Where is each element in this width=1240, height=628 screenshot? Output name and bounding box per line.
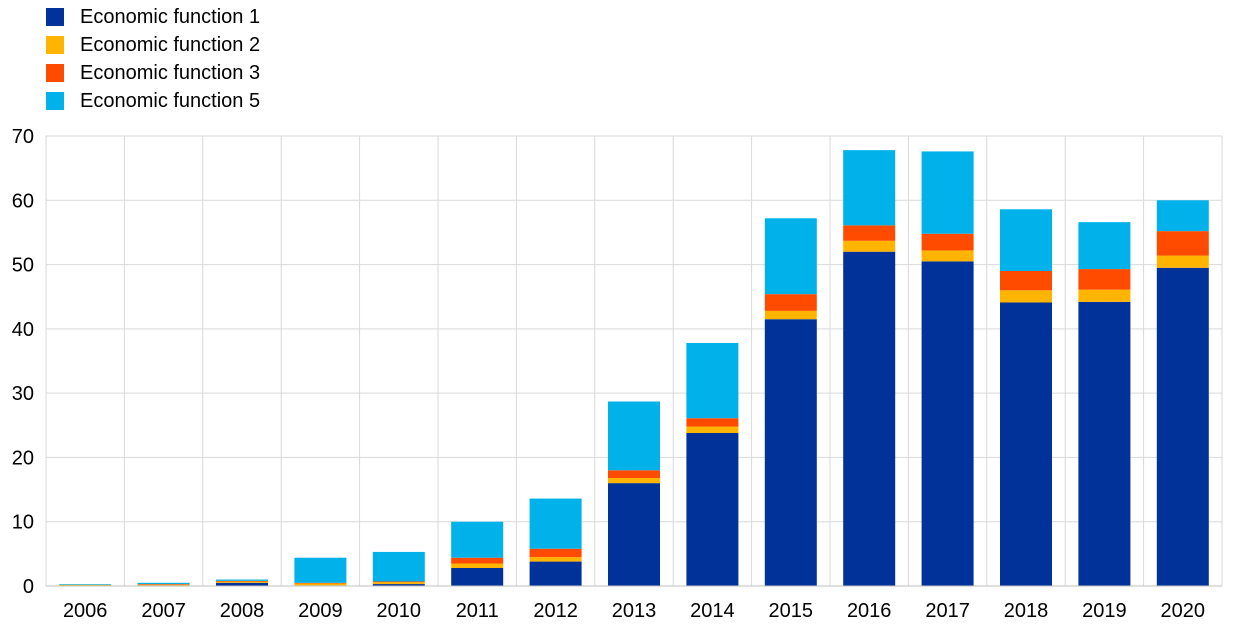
y-tick-label: 10 <box>12 512 34 534</box>
legend-swatch <box>46 36 64 54</box>
bar-economic-function-2-2009 <box>294 583 347 586</box>
bar-economic-function-3-2020 <box>1156 231 1209 256</box>
bar-economic-function-1-2011 <box>451 568 504 586</box>
bar-economic-function-1-2018 <box>1000 302 1052 586</box>
bar-economic-function-2-2019 <box>1078 289 1131 302</box>
bar-economic-function-5-2017 <box>921 151 974 234</box>
bar-economic-function-1-2020 <box>1156 267 1209 586</box>
bar-economic-function-3-2017 <box>921 233 974 251</box>
bar-economic-function-3-2009 <box>294 582 347 584</box>
legend-swatch <box>46 92 64 110</box>
bar-economic-function-5-2012 <box>529 498 582 549</box>
bar-economic-function-2-2011 <box>451 563 504 568</box>
legend-label: Economic function 1 <box>80 5 261 28</box>
legend-item-economic-function-2: Economic function 2 <box>46 31 260 59</box>
y-tick-label: 30 <box>12 383 34 405</box>
bar-economic-function-5-2013 <box>608 401 660 471</box>
bar-economic-function-2-2017 <box>921 250 974 262</box>
legend-label: Economic function 5 <box>80 89 261 112</box>
x-tick-label: 2007 <box>141 600 186 622</box>
bar-economic-function-1-2016 <box>843 251 896 586</box>
bar-economic-function-2-2013 <box>608 478 660 484</box>
bar-economic-function-5-2011 <box>451 521 504 558</box>
bar-economic-function-2-2018 <box>1000 290 1052 303</box>
bar-economic-function-2-2014 <box>686 426 739 433</box>
bar-economic-function-5-2018 <box>1000 209 1052 271</box>
bar-economic-function-1-2014 <box>686 433 739 586</box>
bar-economic-function-3-2019 <box>1078 269 1131 290</box>
legend-item-economic-function-1: Economic function 1 <box>46 3 260 31</box>
bar-economic-function-3-2013 <box>608 470 660 478</box>
bar-economic-function-2-2007 <box>137 584 190 586</box>
bar-economic-function-5-2008 <box>216 579 268 581</box>
bar-economic-function-3-2015 <box>764 294 817 311</box>
legend-label: Economic function 2 <box>80 33 261 56</box>
y-tick-label: 20 <box>12 447 34 469</box>
x-tick-label: 2010 <box>377 600 422 622</box>
legend-item-economic-function-3: Economic function 3 <box>46 59 260 87</box>
legend-swatch <box>46 8 64 26</box>
bar-economic-function-1-2010 <box>372 584 425 586</box>
bar-economic-function-2-2020 <box>1156 255 1209 268</box>
bar-economic-function-5-2014 <box>686 343 739 419</box>
bar-economic-function-5-2015 <box>764 218 817 295</box>
bar-economic-function-1-2015 <box>764 319 817 586</box>
x-tick-label: 2013 <box>612 600 657 622</box>
x-tick-label: 2006 <box>63 600 108 622</box>
x-tick-label: 2009 <box>298 600 343 622</box>
chart-legend: Economic function 1 Economic function 2 … <box>46 3 260 115</box>
bar-economic-function-5-2009 <box>294 557 347 583</box>
bar-economic-function-2-2006 <box>59 584 112 586</box>
bar-economic-function-1-2013 <box>608 483 660 586</box>
x-tick-label: 2020 <box>1161 600 1206 622</box>
x-tick-label: 2016 <box>847 600 892 622</box>
bar-economic-function-3-2008 <box>216 580 268 582</box>
bar-economic-function-3-2016 <box>843 225 896 241</box>
x-tick-label: 2015 <box>769 600 814 622</box>
bar-economic-function-5-2020 <box>1156 200 1209 232</box>
x-tick-label: 2008 <box>220 600 265 622</box>
bar-economic-function-3-2011 <box>451 557 504 564</box>
y-tick-label: 70 <box>12 126 34 148</box>
bar-economic-function-5-2010 <box>372 551 425 582</box>
legend-item-economic-function-5: Economic function 5 <box>46 87 260 115</box>
bar-economic-function-3-2010 <box>372 581 425 583</box>
legend-swatch <box>46 64 64 82</box>
bar-economic-function-3-2012 <box>529 548 582 558</box>
bar-economic-function-2-2010 <box>372 582 425 585</box>
x-tick-label: 2018 <box>1004 600 1049 622</box>
bar-economic-function-2-2008 <box>216 581 268 583</box>
bar-economic-function-5-2006 <box>59 584 112 585</box>
x-tick-label: 2011 <box>456 600 499 622</box>
bar-economic-function-1-2019 <box>1078 301 1131 586</box>
x-tick-label: 2019 <box>1082 600 1127 622</box>
bar-economic-function-3-2018 <box>1000 271 1052 291</box>
bar-economic-function-5-2007 <box>137 582 190 585</box>
bar-economic-function-1-2008 <box>216 582 268 586</box>
bar-economic-function-5-2019 <box>1078 222 1131 270</box>
bar-economic-function-2-2015 <box>764 310 817 320</box>
bar-economic-function-1-2012 <box>529 561 582 586</box>
y-tick-label: 0 <box>23 576 34 598</box>
y-tick-label: 50 <box>12 255 34 277</box>
bar-economic-function-2-2016 <box>843 240 896 252</box>
bar-economic-function-3-2007 <box>137 584 190 585</box>
x-tick-label: 2012 <box>533 600 578 622</box>
bar-economic-function-1-2017 <box>921 261 974 586</box>
legend-label: Economic function 3 <box>80 61 261 84</box>
bar-economic-function-2-2012 <box>529 557 582 562</box>
x-tick-label: 2014 <box>690 600 735 622</box>
bar-economic-function-5-2016 <box>843 150 896 226</box>
x-tick-label: 2017 <box>925 600 970 622</box>
y-tick-label: 40 <box>12 319 34 341</box>
y-tick-label: 60 <box>12 190 34 212</box>
bar-economic-function-3-2014 <box>686 418 739 427</box>
